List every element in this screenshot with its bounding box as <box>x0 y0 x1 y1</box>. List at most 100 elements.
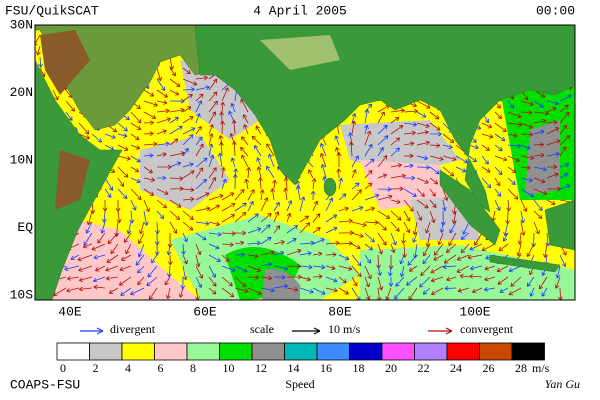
wind-arrow <box>182 87 195 92</box>
wind-arrow <box>520 132 534 137</box>
wind-arrow <box>437 232 444 246</box>
wind-arrow <box>422 243 431 257</box>
wind-arrow <box>246 166 252 179</box>
wind-arrow <box>117 166 129 178</box>
wind-arrow <box>403 153 414 159</box>
wind-arrow <box>283 187 289 201</box>
lon-label: 100E <box>459 304 490 319</box>
wind-arrow <box>484 265 496 271</box>
wind-arrow <box>91 243 106 251</box>
wind-arrow <box>125 243 132 255</box>
wind-arrow <box>255 125 262 135</box>
wind-arrow <box>156 100 168 105</box>
convergent-label: convergent <box>460 322 514 336</box>
wind-arrow <box>559 254 567 267</box>
wind-arrow <box>178 287 184 298</box>
lon-label: 60E <box>193 304 217 319</box>
wind-arrow <box>555 265 561 279</box>
wind-arrow <box>221 214 235 223</box>
colorbar-swatch <box>251 342 285 361</box>
wind-arrow <box>101 210 107 223</box>
wind-arrow <box>338 206 349 212</box>
wind-arrow <box>481 144 490 151</box>
wind-arrow <box>481 166 491 173</box>
wind-arrow <box>429 122 441 131</box>
wind-arrow <box>403 163 414 169</box>
wind-arrow <box>520 110 533 115</box>
wind-arrow <box>533 177 546 184</box>
wind-arrow <box>520 144 531 150</box>
wind-arrow <box>260 236 272 245</box>
wind-arrow <box>351 206 364 212</box>
lat-label: 10N <box>10 152 33 167</box>
wind-arrow <box>390 173 406 179</box>
colorbar-swatch <box>316 342 350 361</box>
wind-arrow <box>119 265 132 272</box>
wind-arrow <box>503 221 509 237</box>
wind-arrow <box>442 199 447 212</box>
wind-arrow <box>508 287 522 296</box>
wind-arrow <box>494 188 502 197</box>
wind-arrow <box>429 210 436 224</box>
wind-arrow <box>234 276 247 288</box>
wind-arrow <box>102 199 108 212</box>
wind-arrow <box>351 169 357 179</box>
colorbar-tick: 4 <box>125 361 131 375</box>
wind-arrow <box>166 243 172 256</box>
wind-arrow <box>182 67 191 75</box>
wind-arrow <box>310 190 316 201</box>
wind-arrow <box>208 276 217 287</box>
wind-arrow <box>494 133 506 142</box>
wind-arrow <box>510 276 522 287</box>
wind-arrow <box>377 194 393 201</box>
wind-arrow <box>208 176 216 190</box>
wind-arrow <box>351 155 359 168</box>
wind-arrow <box>231 140 237 157</box>
lon-label: 40E <box>58 304 82 319</box>
wind-arrow <box>221 203 236 212</box>
wind-arrow <box>91 133 103 143</box>
wind-arrow <box>533 152 545 158</box>
wind-arrow <box>65 111 73 121</box>
wind-arrow <box>554 276 561 289</box>
wind-arrow <box>195 254 201 268</box>
wind-arrow <box>403 175 416 181</box>
wind-arrow <box>481 243 496 252</box>
wind-arrow <box>546 151 560 157</box>
wind-arrow <box>221 276 233 287</box>
wind-arrow <box>325 287 338 293</box>
wind-arrow <box>312 274 323 279</box>
wind-arrow <box>481 133 494 139</box>
arrow-head <box>96 327 104 335</box>
wind-arrow <box>208 143 214 157</box>
wind-arrow <box>422 254 431 265</box>
wind-arrow <box>351 254 362 267</box>
wind-arrow <box>377 111 385 124</box>
wind-arrow <box>221 265 236 273</box>
wind-arrow <box>377 186 392 192</box>
wind-arrow <box>403 199 414 212</box>
wind-arrow <box>412 221 418 236</box>
wind-arrow <box>312 213 321 223</box>
colorbar-tick: 10 <box>223 361 235 375</box>
wind-arrow <box>156 108 170 114</box>
wind-arrow <box>67 275 80 281</box>
wind-arrow <box>221 254 230 262</box>
wind-arrow <box>182 254 188 265</box>
wind-arrow <box>474 232 483 246</box>
wind-arrow <box>137 276 145 286</box>
wind-arrow <box>247 240 261 246</box>
wind-arrow <box>116 210 122 224</box>
wind-arrow <box>130 199 137 211</box>
wind-arrow <box>147 265 158 278</box>
wind-arrow <box>208 91 218 102</box>
wind-arrow <box>143 100 158 107</box>
colorbar-swatch <box>284 342 318 361</box>
wind-arrow <box>195 157 208 168</box>
wind-arrow <box>448 232 457 246</box>
wind-arrow <box>97 232 106 244</box>
speed-patch <box>360 160 450 210</box>
wind-arrow <box>494 111 503 120</box>
wind-arrow <box>377 243 383 255</box>
wind-arrow <box>325 252 337 258</box>
